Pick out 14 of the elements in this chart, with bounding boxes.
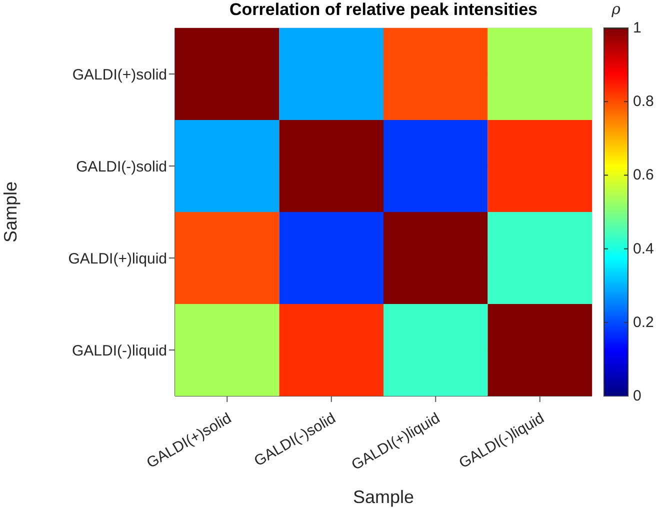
y-axis-title: Sample <box>0 181 20 243</box>
y-tick-label: GALDI(-)solid <box>76 158 167 176</box>
color-bar-label: 0.8 <box>633 93 654 110</box>
y-tick-label: GALDI(+)solid <box>72 66 167 84</box>
y-tick-label: GALDI(-)liquid <box>72 342 167 360</box>
y-tick-label: GALDI(+)liquid <box>68 250 167 268</box>
color-bar-label: 1 <box>633 20 642 36</box>
color-bar-title: ρ <box>610 0 621 18</box>
color-bar-label: 0 <box>633 388 642 404</box>
color-bar-label: 0.2 <box>633 314 654 331</box>
x-axis-title: Sample <box>352 487 414 507</box>
color-bar-label: 0.6 <box>633 166 654 184</box>
color-bar-label: 0.4 <box>633 240 654 258</box>
chart-title: Correlation of relative peak intensities <box>230 0 538 19</box>
